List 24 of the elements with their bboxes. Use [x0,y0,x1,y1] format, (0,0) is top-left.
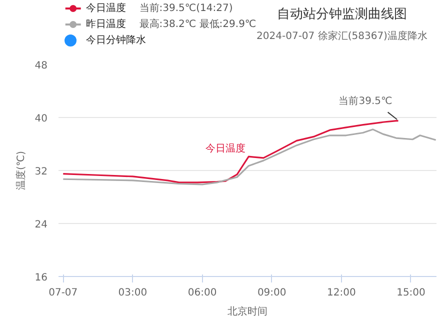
y-axis-title: 温度(℃) [14,150,27,190]
text: 最高:38.2℃ 最低:29.9℃ [139,18,256,30]
x-tick-label: 06:00 [188,288,217,298]
legend-label: 今日温度 [86,2,126,14]
annotation: 当前39.5℃ [338,94,392,107]
line-series [62,120,400,184]
annotation: 今日温度 [206,142,246,154]
y-tick-label: 48 [34,60,48,72]
chart-title: 自动站分钟监测曲线图 [277,7,407,22]
line-series [62,128,436,186]
text: 当前:39.5℃(14:27) [139,2,233,14]
y-tick-label: 40 [34,114,48,124]
x-tick-label: 07-07 [48,288,78,298]
legend-label: 昨日温度 [86,18,126,30]
y-tick-label: 24 [34,220,48,230]
y-tick-label: 32 [34,166,48,178]
y-tick-label: 16 [34,272,48,284]
legend-label: 今日分钟降水 [86,34,146,46]
chart-subtitle: 2024-07-07 徐家汇(58367)温度降水 [256,30,428,42]
x-axis-title: 北京时间 [228,306,268,318]
x-tick-label: 09:00 [257,288,286,298]
x-tick-label: 15:00 [396,288,426,298]
x-tick-label: 12:00 [327,288,356,298]
x-tick-label: 03:00 [118,288,148,298]
